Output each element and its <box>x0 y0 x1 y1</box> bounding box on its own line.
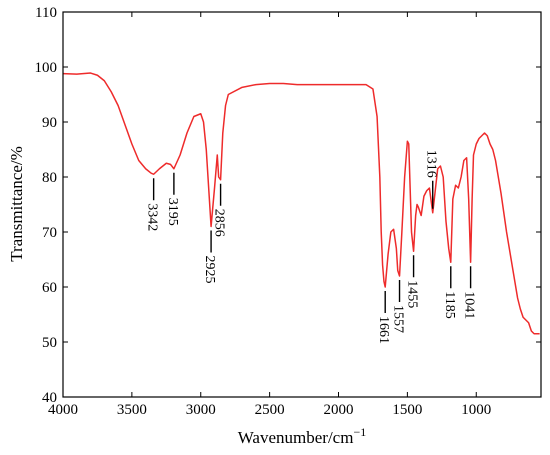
x-axis-title-superscript: −1 <box>353 425 366 439</box>
y-tick-label: 40 <box>42 390 57 406</box>
peak-label: 1316 <box>424 150 439 178</box>
peak-label: 2856 <box>212 209 227 237</box>
peak-annotation: 1455 <box>405 255 420 308</box>
y-tick-label: 90 <box>42 115 57 131</box>
peak-annotation: 1041 <box>462 266 477 319</box>
x-tick-label: 3500 <box>117 402 147 418</box>
x-tick-label: 1000 <box>461 402 491 418</box>
x-axis-ticks: 4000 3500 3000 2500 2000 1500 1000 <box>48 12 491 418</box>
y-axis-ticks: 40 50 60 70 80 90 100 110 <box>35 5 541 406</box>
peak-annotation: 1661 <box>376 291 391 344</box>
peak-annotation: 2925 <box>202 230 217 284</box>
series-layer <box>62 72 540 335</box>
peak-label: 1455 <box>405 280 420 308</box>
peak-label: 3195 <box>165 198 180 226</box>
peak-label: 2925 <box>202 256 217 284</box>
peak-annotation: 1185 <box>442 266 457 319</box>
x-tick-label: 1500 <box>392 402 422 418</box>
peak-label: 1185 <box>442 291 457 318</box>
y-tick-label: 60 <box>42 280 57 296</box>
y-tick-label: 70 <box>42 225 57 241</box>
peak-label: 1661 <box>376 316 391 344</box>
peak-annotation: 1316 <box>424 150 439 209</box>
x-tick-label: 4000 <box>48 402 78 418</box>
peak-annotation: 1557 <box>391 280 406 333</box>
y-tick-label: 80 <box>42 170 57 186</box>
peak-annotation: 3342 <box>145 178 160 231</box>
x-tick-label: 3000 <box>186 402 216 418</box>
peak-annotation: 3195 <box>165 172 180 226</box>
peak-label: 1041 <box>462 291 477 319</box>
plot-background <box>63 12 541 397</box>
plot-frame <box>62 11 542 398</box>
x-axis-title: Wavenumber/cm−1 <box>238 425 366 447</box>
y-tick-label: 100 <box>35 60 58 76</box>
peak-label: 3342 <box>145 203 160 231</box>
y-tick-label: 110 <box>35 5 57 21</box>
peak-label: 1557 <box>391 305 406 333</box>
y-axis-title: Transmittance/% <box>7 146 26 262</box>
series-line-0 <box>62 72 540 335</box>
x-tick-label: 2000 <box>324 402 354 418</box>
y-tick-label: 50 <box>42 335 57 351</box>
x-axis-title-main: Wavenumber/cm <box>238 428 354 447</box>
x-tick-label: 2500 <box>255 402 285 418</box>
peak-annotation: 2856 <box>212 183 227 237</box>
